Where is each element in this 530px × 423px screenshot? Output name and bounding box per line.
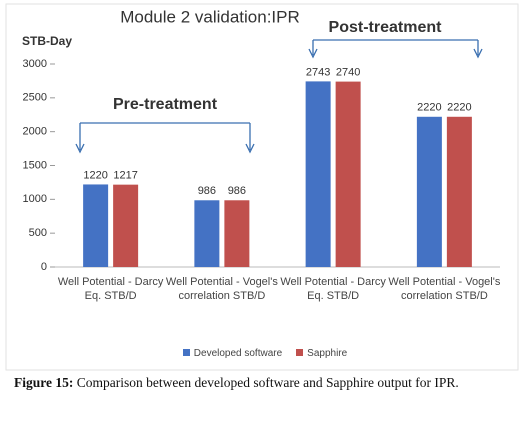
x-tick-label: Well Potential - Vogel's correlation STB… bbox=[165, 276, 278, 302]
caption-text: Comparison between developed software an… bbox=[76, 375, 459, 390]
x-tick-label: Well Potential - Darcy Eq. STB/D bbox=[280, 276, 386, 302]
legend: Developed software Sapphire bbox=[0, 348, 530, 359]
bar bbox=[446, 116, 472, 267]
data-label: 986 bbox=[228, 185, 246, 197]
post-bracket bbox=[308, 39, 483, 59]
y-tick-label: 500 bbox=[29, 227, 47, 239]
y-tick-label: 2500 bbox=[23, 92, 47, 104]
legend-label: Sapphire bbox=[307, 348, 348, 359]
y-axis-title: STB-Day bbox=[22, 34, 72, 48]
legend-swatch bbox=[182, 349, 190, 356]
y-tick-label: 1000 bbox=[23, 193, 47, 205]
x-tick-label: Well Potential - Vogel's correlation STB… bbox=[388, 276, 501, 302]
data-label: 2220 bbox=[447, 102, 471, 114]
bar bbox=[194, 200, 220, 267]
caption: Figure 15: Comparison between developed … bbox=[14, 374, 519, 392]
chart: Module 2 validation:IPR STB-Day Pre-trea… bbox=[5, 3, 519, 371]
legend-swatch bbox=[296, 349, 304, 356]
bar bbox=[335, 81, 361, 268]
data-label: 2740 bbox=[336, 66, 360, 78]
data-label: 2743 bbox=[306, 66, 330, 78]
caption-label: Figure 15: bbox=[14, 375, 74, 390]
chart-title: Module 2 validation:IPR bbox=[120, 7, 300, 26]
bar bbox=[224, 200, 250, 267]
data-label: 986 bbox=[198, 185, 216, 197]
bar bbox=[305, 81, 331, 267]
bar bbox=[83, 184, 109, 267]
bar bbox=[113, 184, 139, 267]
legend-label: Developed software bbox=[193, 348, 283, 359]
y-tick-label: 0 bbox=[41, 261, 47, 273]
y-tick-label: 3000 bbox=[23, 58, 47, 70]
y-tick-label: 2000 bbox=[23, 126, 47, 138]
pre-bracket bbox=[75, 122, 255, 154]
annotation: Pre-treatment bbox=[113, 96, 218, 113]
x-tick-label: Well Potential - Darcy Eq. STB/D bbox=[57, 276, 164, 302]
y-tick-label: 1500 bbox=[23, 159, 47, 171]
data-label: 1220 bbox=[83, 169, 107, 181]
data-label: 1217 bbox=[113, 170, 137, 182]
legend-item: Sapphire bbox=[296, 348, 347, 359]
bar bbox=[416, 116, 442, 267]
legend-item: Developed software bbox=[182, 348, 283, 359]
data-label: 2220 bbox=[417, 102, 441, 114]
annotation: Post-treatment bbox=[329, 19, 443, 36]
